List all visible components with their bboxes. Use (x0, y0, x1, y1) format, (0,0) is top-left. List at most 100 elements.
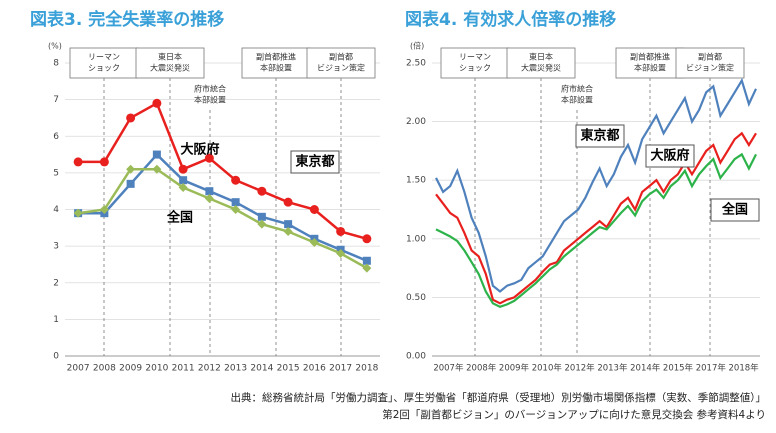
series-line (78, 152, 368, 262)
x-tick-label: 2011 (172, 364, 195, 374)
label-box (645, 144, 695, 168)
x-tick-label: 2008 (93, 364, 116, 374)
y-tick-label: 1.50 (406, 176, 426, 186)
y-tick-label: 6 (53, 132, 59, 142)
y-tick-label: 5 (53, 168, 59, 178)
chart-title: 図表3. 完全失業率の推移 (30, 9, 224, 30)
x-tick-label: 2010年 (532, 363, 563, 374)
label-box (710, 198, 760, 222)
event-label: ショック (88, 64, 120, 73)
event-label: 府市統合 (561, 84, 593, 94)
event-label: 本部設置 (194, 95, 226, 105)
marker (257, 219, 267, 229)
x-tick-label: 2013 (224, 364, 247, 374)
y-tick-label: 1 (53, 315, 59, 325)
marker (73, 157, 83, 167)
x-tick-label: 2009 (119, 364, 142, 374)
event-box (615, 47, 685, 79)
footnote: 第2回「副首都ビジョン」のバージョンアップに向けた意見交換会 参考資料4より (382, 408, 766, 421)
y-unit: (%) (48, 42, 62, 51)
series-line (435, 152, 757, 308)
marker (231, 198, 240, 207)
marker (179, 176, 188, 185)
marker (73, 208, 83, 218)
marker (99, 205, 109, 214)
series-label: 大阪府 (180, 142, 219, 158)
y-unit: (倍) (410, 41, 424, 51)
marker (309, 237, 319, 247)
x-tick-label: 2016 (303, 364, 326, 374)
x-tick-label: 2013年 (597, 363, 628, 374)
event-box (135, 47, 205, 79)
series-label: 東京都 (580, 128, 619, 144)
marker (126, 179, 135, 188)
x-tick-label: 2007 (67, 364, 90, 374)
marker (283, 226, 293, 236)
event-label: 副首都 (698, 52, 722, 62)
marker (204, 194, 214, 204)
y-tick-label: 0.00 (406, 352, 426, 362)
event-label: ショック (459, 64, 491, 73)
y-tick-label: 7 (53, 95, 59, 105)
marker (152, 150, 161, 159)
marker (178, 183, 188, 193)
y-tick-label: 8 (53, 59, 59, 69)
series-label: 全国 (721, 202, 748, 218)
event-label: ビジョン策定 (317, 63, 365, 73)
event-label: 副首都 (329, 52, 353, 62)
event-label: 府市統合 (194, 84, 226, 94)
chart-title: 図表4. 有効求人倍率の推移 (405, 9, 616, 30)
marker (152, 98, 162, 108)
y-tick-label: 2.50 (406, 59, 426, 69)
marker (126, 164, 136, 174)
marker (362, 263, 372, 273)
x-tick-label: 2008年 (466, 363, 497, 374)
series-line (77, 167, 368, 270)
event-label: 本部設置 (260, 63, 292, 73)
event-label: 大震災発災 (150, 63, 190, 73)
marker (257, 212, 266, 221)
label-box (575, 124, 625, 148)
x-tick-label: 2018年 (729, 363, 760, 374)
x-tick-label: 2015 (277, 364, 300, 374)
marker (126, 113, 136, 123)
marker (362, 256, 371, 265)
event-label: 東日本 (529, 52, 553, 62)
marker (178, 164, 188, 174)
marker (204, 153, 214, 163)
marker (152, 164, 162, 174)
marker (231, 175, 241, 185)
event-box (241, 47, 311, 79)
y-tick-label: 3 (53, 242, 59, 252)
x-tick-label: 2012 (198, 364, 221, 374)
event-label: ビジョン策定 (686, 63, 734, 73)
y-tick-label: 1.00 (406, 234, 426, 244)
marker (283, 197, 293, 207)
marker (336, 226, 346, 236)
marker (231, 205, 241, 214)
y-tick-label: 2.00 (406, 117, 426, 127)
x-tick-label: 2017年 (696, 363, 727, 374)
y-tick-label: 2 (53, 278, 59, 288)
x-tick-label: 2014年 (630, 363, 661, 374)
event-label: リーマン (459, 53, 491, 62)
x-tick-label: 2018 (355, 364, 378, 374)
event-label: 東日本 (158, 52, 182, 62)
event-box (675, 47, 745, 79)
marker (99, 157, 109, 167)
series-line (78, 101, 368, 241)
x-tick-label: 2007年 (433, 363, 464, 374)
label-box (290, 150, 340, 174)
footnote: 出典：総務省統計局「労働力調査」、厚生労働省「都道府県（受理地）別労働市場関係指… (231, 391, 767, 404)
event-label: 本部設置 (561, 95, 593, 105)
marker (362, 234, 372, 244)
marker (284, 220, 293, 229)
event-label: 副首都推進 (630, 52, 670, 62)
series-line (435, 131, 757, 305)
event-box (440, 47, 510, 79)
event-label: 副首都推進 (256, 52, 296, 62)
event-box (306, 47, 376, 79)
event-box (506, 47, 576, 79)
marker (309, 205, 319, 214)
x-tick-label: 2012年 (565, 363, 596, 374)
